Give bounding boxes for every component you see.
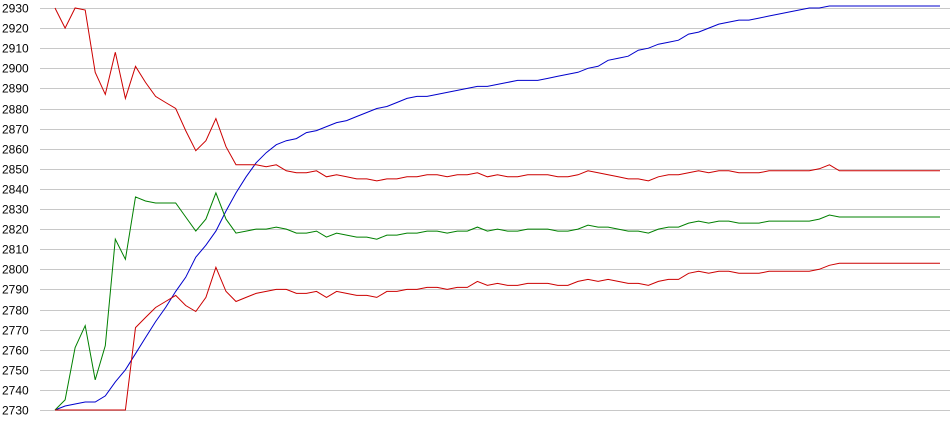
y-tick-label: 2910 — [2, 42, 29, 56]
y-tick-label: 2920 — [2, 22, 29, 36]
y-axis-tick-labels: 2930 2920 2910 2900 2890 2880 2870 2860 2850 2840… — [2, 2, 29, 418]
gridlines — [40, 8, 950, 411]
y-tick-label: 2890 — [2, 82, 29, 96]
y-tick-label: 2840 — [2, 183, 29, 197]
series-line-4 — [55, 262, 940, 411]
y-tick-label: 2930 — [2, 2, 29, 16]
y-tick-label: 2790 — [2, 283, 29, 297]
y-tick-label: 2820 — [2, 223, 29, 237]
series-line-2 — [54, 7, 940, 182]
y-tick-label: 2860 — [2, 143, 29, 157]
series-line-3 — [54, 191, 940, 411]
y-tick-label: 2900 — [2, 62, 29, 76]
series-line-1 — [54, 5, 940, 411]
y-tick-label: 2810 — [2, 243, 29, 257]
y-tick-label: 2870 — [2, 123, 29, 137]
y-tick-label: 2800 — [2, 263, 29, 277]
y-tick-label: 2760 — [2, 344, 29, 358]
y-tick-label: 2730 — [2, 404, 29, 418]
y-tick-label: 2850 — [2, 163, 29, 177]
y-tick-label: 2780 — [2, 304, 29, 318]
series-lines — [54, 5, 940, 411]
y-tick-label: 2770 — [2, 324, 29, 338]
y-tick-label: 2740 — [2, 384, 29, 398]
y-tick-label: 2750 — [2, 364, 29, 378]
y-tick-label: 2830 — [2, 203, 29, 217]
y-tick-label: 2880 — [2, 103, 29, 117]
